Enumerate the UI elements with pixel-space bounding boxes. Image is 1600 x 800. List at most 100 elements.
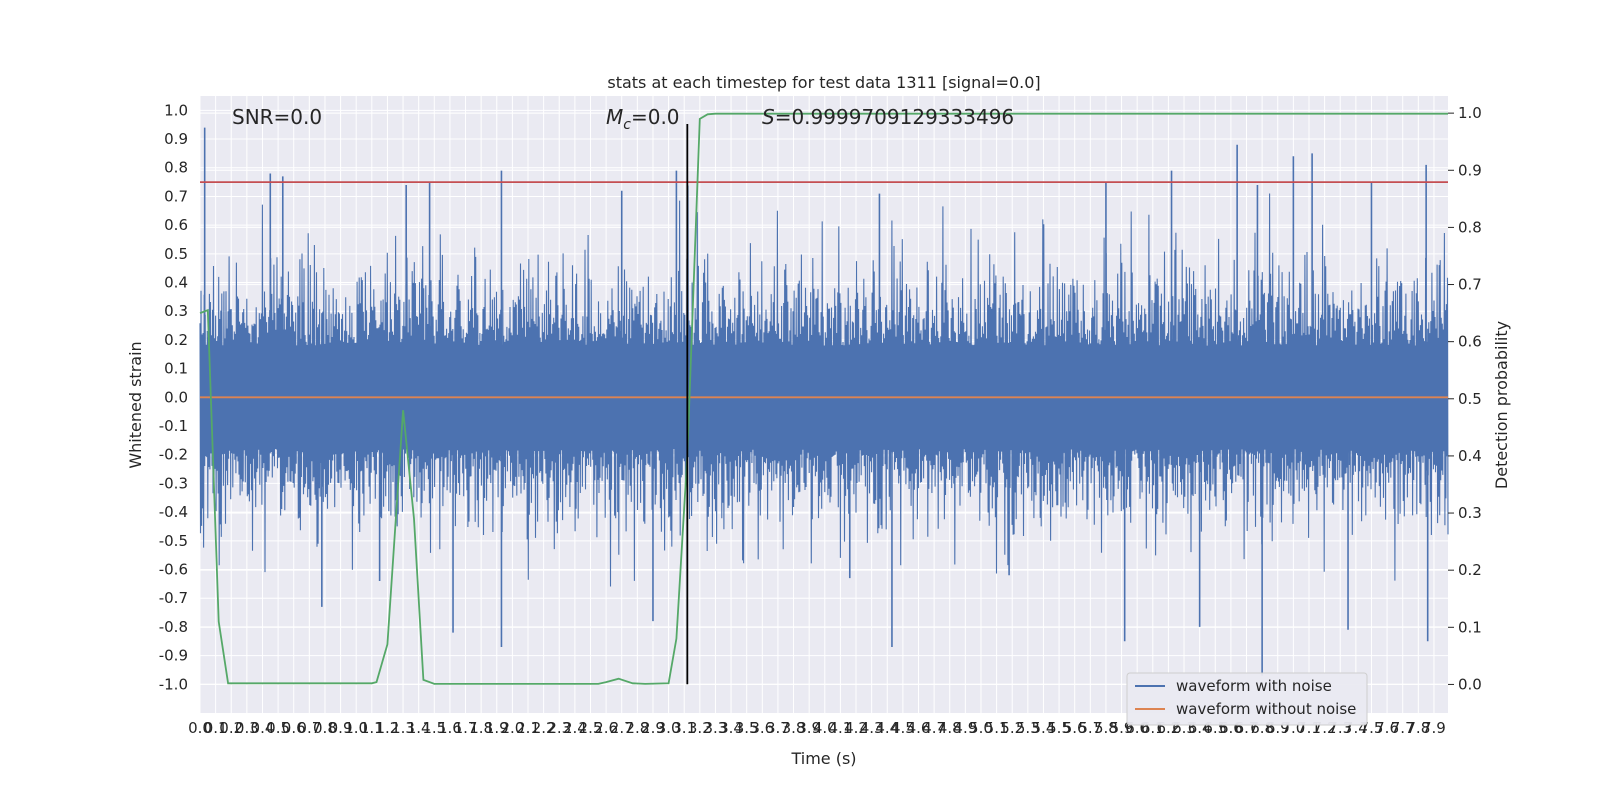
x-tick-label: 1.9 [485, 719, 509, 737]
y-tick-label-left: -0.4 [159, 503, 188, 521]
x-tick-label: 7.8 [1406, 719, 1430, 737]
mc-subscript: c [623, 117, 631, 133]
y-axis-label-right: Detection probability [1492, 321, 1511, 489]
y-tick-label-left: 0.0 [164, 388, 188, 406]
x-tick-label: 5.5 [1047, 719, 1071, 737]
y-tick-label-left: -0.1 [159, 417, 188, 435]
x-tick-label: 7.6 [1375, 719, 1399, 737]
x-tick-label: 4.9 [953, 719, 977, 737]
legend-entry-clean: waveform without noise [1176, 700, 1356, 718]
x-tick-label: 5.3 [1016, 719, 1040, 737]
x-tick-label: 2.0 [500, 719, 524, 737]
x-tick-label: 4.0 [813, 719, 837, 737]
y-tick-label-right: 0.1 [1458, 618, 1482, 636]
x-tick-label: 1.5 [422, 719, 446, 737]
s-value: =0.9999709129333496 [775, 105, 1014, 129]
y-tick-label-left: 0.1 [164, 360, 188, 378]
x-tick-label: 1.2 [376, 719, 400, 737]
x-tick-label: 0.6 [282, 719, 306, 737]
x-tick-label: 3.1 [672, 719, 696, 737]
x-tick-label: 2.4 [563, 719, 587, 737]
x-tick-label: 2.9 [641, 719, 665, 737]
x-tick-label: 1.6 [438, 719, 462, 737]
chart-title: stats at each timestep for test data 131… [607, 73, 1040, 92]
y-tick-label-right: 0.9 [1458, 161, 1482, 179]
x-tick-label: 4.2 [844, 719, 868, 737]
snr-annotation: SNR=0.0 [232, 105, 322, 129]
x-tick-label: 3.4 [719, 719, 743, 737]
x-tick-label: 1.7 [454, 719, 478, 737]
x-tick-label: 4.7 [922, 719, 946, 737]
x-tick-label: 3.5 [735, 719, 759, 737]
x-tick-label: 1.4 [407, 719, 431, 737]
x-tick-label: 5.1 [985, 719, 1009, 737]
y-tick-label-right: 0.3 [1458, 504, 1482, 522]
y-tick-label-right: 0.2 [1458, 561, 1482, 579]
y-tick-label-right: 1.0 [1458, 104, 1482, 122]
x-tick-label: 4.8 [938, 719, 962, 737]
x-tick-label: 3.7 [766, 719, 790, 737]
y-tick-label-left: -0.7 [159, 589, 188, 607]
mc-annotation: Mc=0.0 [606, 105, 680, 133]
x-tick-label: 4.6 [907, 719, 931, 737]
x-tick-label: 1.3 [391, 719, 415, 737]
y-tick-label-left: 0.8 [164, 159, 188, 177]
x-tick-label: 2.1 [516, 719, 540, 737]
x-tick-label: 0.9 [329, 719, 353, 737]
s-symbol: S [762, 105, 775, 129]
y-tick-label-right: 0.5 [1458, 390, 1482, 408]
x-tick-label: 2.3 [547, 719, 571, 737]
x-tick-label: 2.8 [625, 719, 649, 737]
x-tick-label: 3.8 [782, 719, 806, 737]
x-tick-label: 5.2 [1000, 719, 1024, 737]
x-tick-label: 4.5 [891, 719, 915, 737]
y-tick-label-left: 0.3 [164, 302, 188, 320]
x-tick-label: 5.8 [1094, 719, 1118, 737]
x-tick-label: 4.1 [828, 719, 852, 737]
mc-value: =0.0 [631, 105, 680, 129]
x-tick-label: 3.6 [750, 719, 774, 737]
x-tick-label: 7.9 [1422, 719, 1446, 737]
x-axis-label: Time (s) [790, 749, 856, 768]
x-tick-label: 3.3 [704, 719, 728, 737]
x-tick-label: 2.2 [532, 719, 556, 737]
x-tick-label: 0.0 [188, 719, 212, 737]
legend: waveform with noise waveform without noi… [1126, 672, 1368, 726]
y-tick-label-left: -0.3 [159, 474, 188, 492]
x-tick-label: 2.7 [610, 719, 634, 737]
y-tick-label-right: 0.6 [1458, 333, 1482, 351]
series-detection-probability [199, 112, 1448, 685]
s-annotation: S=0.9999709129333496 [762, 105, 1014, 129]
y-tick-label-right: 0.4 [1458, 447, 1482, 465]
x-tick-label: 1.0 [344, 719, 368, 737]
x-tick-label: 0.2 [219, 719, 243, 737]
x-tick-label: 4.4 [875, 719, 899, 737]
x-tick-label: 3.0 [657, 719, 681, 737]
y-axis-label-left: Whitened strain [126, 341, 145, 468]
x-tick-label: 2.5 [579, 719, 603, 737]
x-tick-label: 0.5 [266, 719, 290, 737]
x-tick-label: 5.0 [969, 719, 993, 737]
legend-entry-noise: waveform with noise [1176, 677, 1332, 695]
x-tick-label: 0.8 [313, 719, 337, 737]
x-tick-label: 1.8 [469, 719, 493, 737]
y-tick-label-left: -0.5 [159, 532, 188, 550]
x-tick-label: 7.7 [1391, 719, 1415, 737]
y-tick-label-left: 0.5 [164, 245, 188, 263]
axes: 0.00.10.20.30.40.50.60.70.80.91.01.11.21… [159, 101, 1482, 737]
y-tick-label-left: -0.8 [159, 618, 188, 636]
y-tick-label-left: 0.2 [164, 331, 188, 349]
data-layer [199, 112, 1449, 686]
y-tick-label-left: -0.9 [159, 647, 188, 665]
y-tick-label-left: -0.2 [159, 446, 188, 464]
x-tick-label: 0.1 [204, 719, 228, 737]
x-tick-label: 1.1 [360, 719, 384, 737]
x-tick-label: 5.6 [1063, 719, 1087, 737]
x-tick-label: 3.9 [797, 719, 821, 737]
x-tick-label: 0.3 [235, 719, 259, 737]
y-tick-label-right: 0.8 [1458, 218, 1482, 236]
series-waveform-with-noise [199, 185, 1449, 587]
x-tick-label: 3.2 [688, 719, 712, 737]
x-tick-label: 0.4 [251, 719, 275, 737]
